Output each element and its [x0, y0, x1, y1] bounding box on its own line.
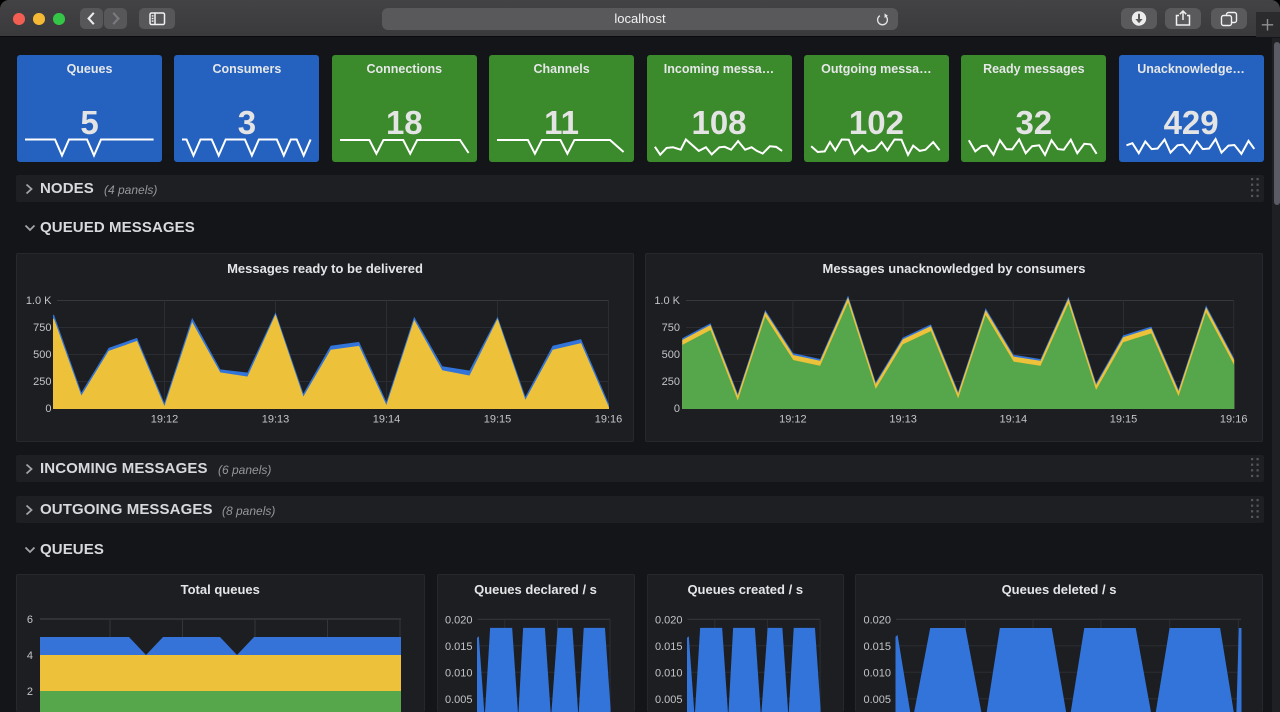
svg-text:2: 2	[27, 686, 33, 698]
svg-text:0.010: 0.010	[444, 667, 472, 679]
svg-text:0.010: 0.010	[654, 667, 682, 679]
svg-text:0.015: 0.015	[654, 641, 682, 653]
svg-text:0.005: 0.005	[863, 694, 891, 706]
svg-text:19:16: 19:16	[595, 414, 623, 426]
svg-text:500: 500	[662, 349, 680, 361]
svg-text:19:12: 19:12	[779, 414, 807, 426]
svg-text:1.0 K: 1.0 K	[26, 295, 52, 307]
svg-text:19:13: 19:13	[889, 414, 917, 426]
svg-text:0.005: 0.005	[444, 694, 472, 706]
svg-text:19:14: 19:14	[1000, 414, 1028, 426]
svg-text:1.0 K: 1.0 K	[654, 295, 680, 307]
svg-text:0.015: 0.015	[863, 641, 891, 653]
svg-text:19:12: 19:12	[151, 414, 179, 426]
svg-text:19:15: 19:15	[484, 414, 512, 426]
svg-text:250: 250	[662, 376, 680, 388]
svg-text:0.020: 0.020	[444, 614, 472, 626]
svg-text:750: 750	[662, 322, 680, 334]
svg-text:500: 500	[33, 349, 51, 361]
svg-text:19:14: 19:14	[373, 414, 401, 426]
svg-text:19:13: 19:13	[262, 414, 290, 426]
svg-text:0.015: 0.015	[444, 641, 472, 653]
svg-text:0: 0	[674, 403, 680, 415]
svg-text:250: 250	[33, 376, 51, 388]
svg-text:0.010: 0.010	[863, 667, 891, 679]
svg-text:4: 4	[27, 650, 33, 662]
svg-text:19:15: 19:15	[1110, 414, 1138, 426]
svg-text:19:16: 19:16	[1220, 414, 1248, 426]
svg-text:6: 6	[27, 614, 33, 626]
svg-text:750: 750	[33, 322, 51, 334]
svg-text:0: 0	[45, 403, 51, 415]
svg-text:0.020: 0.020	[654, 614, 682, 626]
svg-text:0.005: 0.005	[654, 694, 682, 706]
svg-text:0.020: 0.020	[863, 614, 891, 626]
